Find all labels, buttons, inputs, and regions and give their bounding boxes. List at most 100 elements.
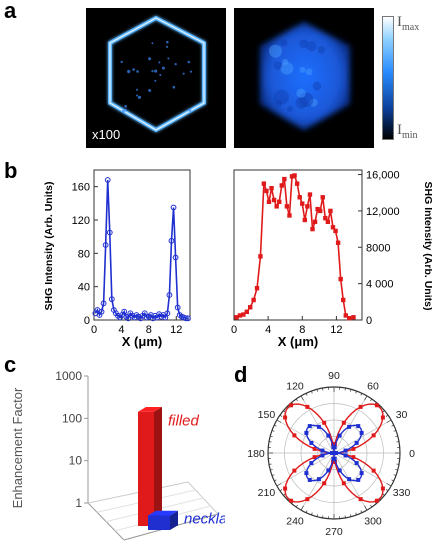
data-point (302, 217, 308, 223)
data-point (166, 292, 173, 298)
data-point (237, 313, 243, 318)
speckle (295, 96, 308, 109)
data-point (320, 195, 325, 200)
y-tick-label: 12,000 (366, 206, 400, 218)
polar-data-point (289, 498, 294, 503)
polar-tick (385, 489, 389, 492)
bar (138, 411, 154, 526)
data-point (258, 254, 263, 259)
polar-data-point (289, 403, 294, 408)
bar-top (148, 510, 178, 516)
bar-top (138, 406, 162, 412)
speckle (120, 60, 123, 64)
speckle (165, 45, 169, 48)
polar-tick (311, 512, 313, 516)
x-tick-label: 8 (146, 324, 152, 336)
polar-data-point (320, 448, 325, 453)
data-point (266, 199, 272, 205)
panel-d-label: d (234, 362, 248, 387)
polar-data-point (371, 433, 376, 438)
angle-tick-label: 150 (258, 409, 276, 421)
speckle (312, 81, 322, 91)
polar-tick (391, 479, 394, 482)
polar-tick (350, 389, 352, 392)
y-tick-label: 160 (72, 182, 90, 194)
data-point (310, 226, 315, 232)
polar-tick (270, 435, 273, 437)
polar-data-point (356, 424, 361, 429)
data-point (172, 254, 179, 261)
polar-data-point (343, 448, 348, 453)
polar-tick (271, 474, 275, 476)
x-tick-label: 4 (118, 324, 124, 336)
polar-tick (391, 424, 394, 427)
polar-tick (305, 510, 308, 513)
data-point (244, 309, 249, 315)
polar-data-point (358, 404, 363, 409)
data-point (317, 208, 323, 214)
y-tick-label: 0 (84, 315, 90, 327)
polar-tick (360, 393, 363, 396)
polar-data-point (305, 497, 310, 502)
x-axis-label: X (μm) (122, 334, 162, 349)
speckle (299, 39, 309, 49)
polar-tick (370, 504, 373, 508)
polar-data-point (343, 453, 348, 458)
data-point (264, 188, 269, 194)
polar-tick (276, 483, 282, 487)
speckle (127, 69, 131, 74)
polar-tick (300, 395, 304, 401)
speckle (286, 105, 294, 112)
polar-data-point (351, 455, 356, 460)
polar-data-point (322, 481, 327, 486)
polar-data-point (322, 420, 327, 425)
data-point (174, 304, 181, 311)
speckle (159, 73, 162, 77)
polar-tick (274, 479, 277, 482)
polar-data-point (337, 468, 342, 473)
polar-data-point (331, 445, 336, 450)
x-tick-label: 4 (265, 324, 271, 336)
speckle (136, 70, 139, 73)
data-point (289, 174, 295, 179)
hexagon-filled-image (234, 8, 374, 148)
speckle (135, 88, 138, 91)
angle-tick-label: 180 (247, 448, 265, 460)
speckle (148, 89, 152, 92)
speckle (282, 58, 289, 66)
speckle (124, 109, 127, 112)
angle-tick-label: 30 (396, 409, 408, 421)
speckle (166, 40, 169, 44)
data-point (323, 215, 328, 221)
panel-b-label: b (4, 158, 18, 183)
polar-data-point (304, 471, 309, 476)
magnification-label: x100 (92, 127, 121, 142)
polar-data-point (292, 433, 297, 438)
data-point (330, 225, 336, 230)
polar-tick (271, 430, 275, 432)
data-point (271, 197, 277, 203)
polar-data-point (326, 433, 331, 438)
angle-tick-label: 300 (364, 516, 382, 528)
plot-frame (233, 169, 363, 321)
data-point (125, 315, 132, 322)
data-point (292, 173, 297, 178)
speckle (305, 68, 313, 76)
y-tick-label: 1 (75, 496, 82, 510)
data-point (234, 315, 239, 320)
polar-tick (395, 469, 398, 471)
polar-spoke (333, 419, 392, 454)
polar-tick (370, 398, 373, 402)
speckle (151, 42, 154, 45)
colorbar-min-label: Imin (397, 122, 418, 141)
polar-tick (276, 419, 282, 423)
data-point (287, 213, 292, 218)
data-point (335, 240, 341, 245)
polar-tick (274, 424, 277, 427)
data-point (269, 185, 274, 191)
data-point (347, 315, 352, 321)
bar-label: necklace (184, 511, 225, 528)
polar-data-point (341, 420, 346, 425)
polar-tick (364, 505, 368, 511)
